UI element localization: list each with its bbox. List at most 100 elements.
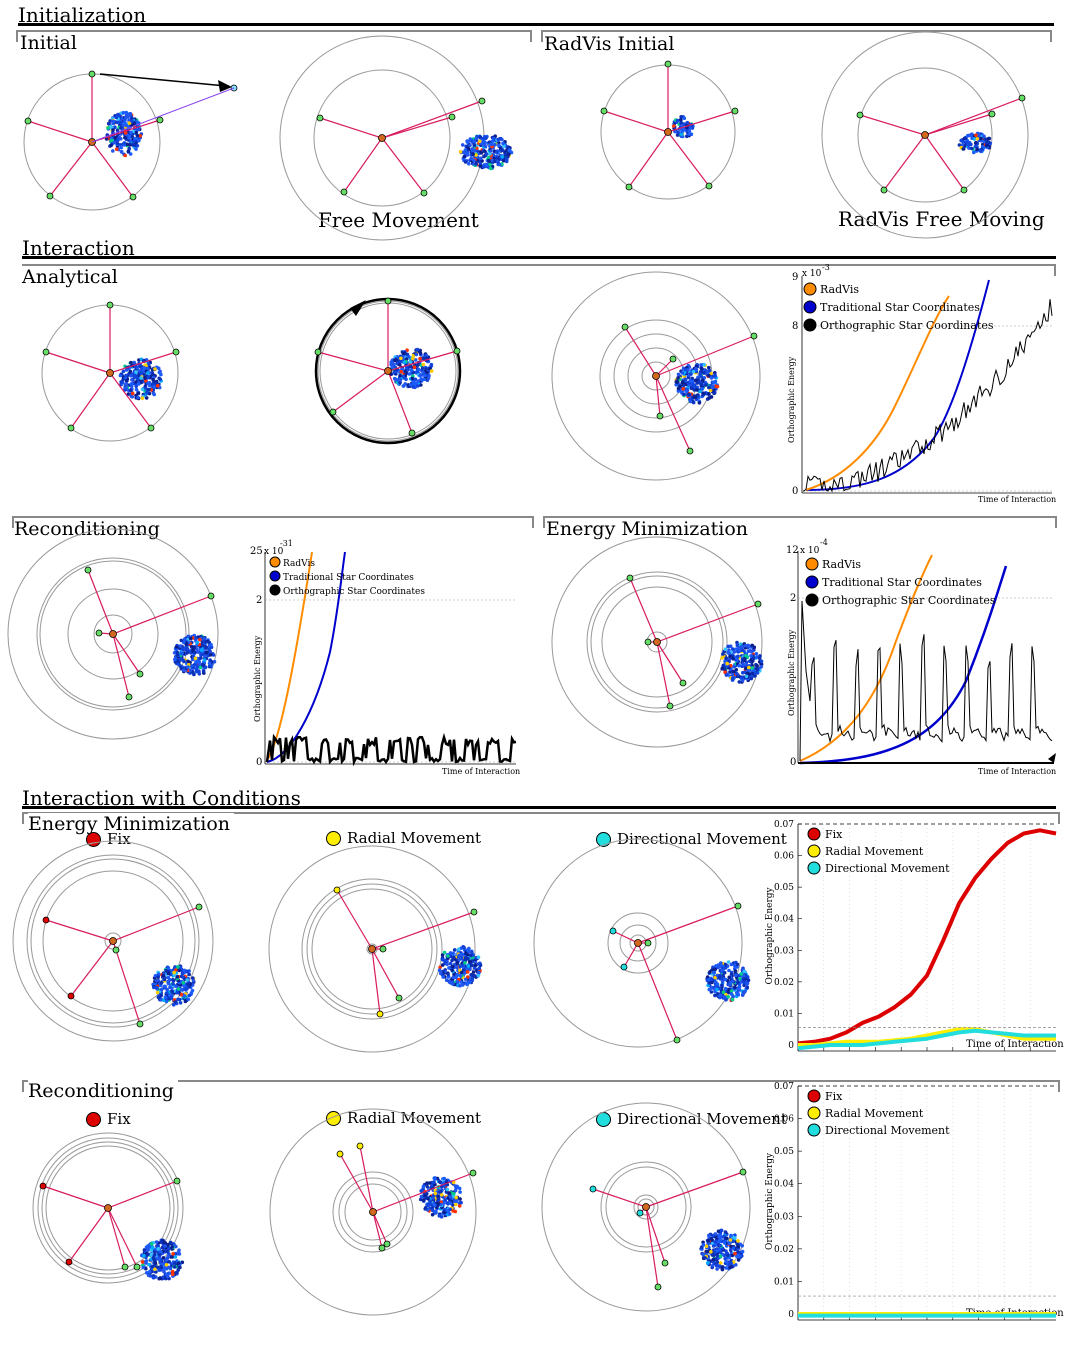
data-point <box>726 995 730 999</box>
data-point <box>123 131 128 135</box>
legend-dot <box>807 827 821 841</box>
data-point <box>702 371 706 375</box>
data-point <box>970 146 974 151</box>
anchor-point <box>112 946 120 954</box>
data-point <box>706 1261 710 1265</box>
data-point <box>478 139 482 144</box>
data-point <box>720 968 724 973</box>
data-point <box>408 360 413 364</box>
anchor-point <box>960 186 968 194</box>
anchor-point <box>88 70 96 78</box>
data-point <box>140 387 145 392</box>
data-point <box>720 656 724 660</box>
data-point <box>448 1207 453 1212</box>
anchor-point <box>453 347 461 355</box>
y-tick-label: 25 <box>250 546 263 557</box>
data-point <box>154 1270 158 1274</box>
data-point <box>175 990 179 995</box>
data-point <box>185 978 189 982</box>
data-point <box>744 674 749 679</box>
center-point <box>652 372 660 380</box>
data-point <box>440 953 445 957</box>
y-exponent-label: x 10 <box>802 269 822 279</box>
data-point <box>734 671 739 676</box>
subtitle-cond-reconditioning: Reconditioning <box>28 1080 178 1102</box>
data-point <box>688 379 693 383</box>
data-point <box>135 377 140 382</box>
data-point <box>162 977 167 982</box>
anchor-point <box>626 574 634 582</box>
data-point <box>130 143 135 147</box>
diagram-ring <box>45 1145 171 1271</box>
data-point <box>124 368 129 372</box>
data-point <box>462 154 467 159</box>
data-point <box>183 637 187 641</box>
data-point <box>176 1261 181 1265</box>
y-tick-label: 0.07 <box>774 1082 794 1092</box>
data-point <box>163 1244 167 1248</box>
anchor-point <box>750 332 758 340</box>
data-point <box>709 376 714 380</box>
anchor-point <box>133 1263 141 1271</box>
data-point <box>493 142 497 147</box>
data-point <box>499 147 504 152</box>
data-point <box>118 373 123 378</box>
data-point <box>172 1265 177 1269</box>
data-point <box>203 640 208 644</box>
diagram-ring <box>313 69 451 207</box>
y-tick-label: 0.02 <box>774 1245 794 1255</box>
data-point <box>755 667 760 672</box>
diagram-ring <box>607 912 669 974</box>
y-tick-label: 0.02 <box>774 978 794 988</box>
data-point <box>752 674 757 678</box>
data-point <box>745 975 750 979</box>
data-point <box>455 973 460 977</box>
diagram-ring <box>268 845 476 1053</box>
data-point <box>453 1199 457 1203</box>
data-point <box>130 394 134 399</box>
data-point <box>121 377 125 382</box>
axis-line <box>336 889 373 950</box>
data-point <box>736 1245 740 1249</box>
axis-line <box>623 942 639 968</box>
data-point <box>418 351 423 356</box>
data-point <box>696 378 701 382</box>
data-point <box>178 1001 183 1005</box>
data-point <box>450 958 454 963</box>
data-point <box>412 365 417 370</box>
data-point <box>178 658 183 662</box>
data-point <box>451 1209 455 1213</box>
data-point <box>473 963 478 967</box>
center-point <box>653 638 661 646</box>
data-point <box>208 653 213 657</box>
data-point <box>444 978 449 982</box>
data-point <box>203 665 208 669</box>
data-point <box>181 981 186 985</box>
data-point <box>132 139 136 144</box>
data-point <box>151 1275 156 1280</box>
data-point <box>204 645 208 650</box>
data-point <box>173 1261 177 1265</box>
data-point <box>419 377 424 381</box>
data-point <box>424 1205 428 1210</box>
data-point <box>707 970 712 975</box>
data-point <box>755 664 759 668</box>
data-point <box>119 121 123 125</box>
axis-line <box>343 137 383 193</box>
legend-label: Orthographic Star Coordinates <box>820 319 994 332</box>
legend-orthographic-dot <box>269 584 281 596</box>
axis-line <box>656 641 671 707</box>
diagram-ring <box>306 883 438 1015</box>
data-point <box>679 121 683 125</box>
axis-line <box>107 1207 138 1268</box>
series-line <box>797 1028 1056 1051</box>
data-point <box>174 1244 178 1249</box>
data-point <box>729 989 734 993</box>
orthographic-series-line <box>799 600 1053 762</box>
data-point <box>732 650 737 654</box>
data-point <box>142 366 147 370</box>
data-point <box>961 140 966 144</box>
data-point <box>751 656 756 661</box>
data-point <box>463 160 468 164</box>
data-point <box>478 135 483 139</box>
